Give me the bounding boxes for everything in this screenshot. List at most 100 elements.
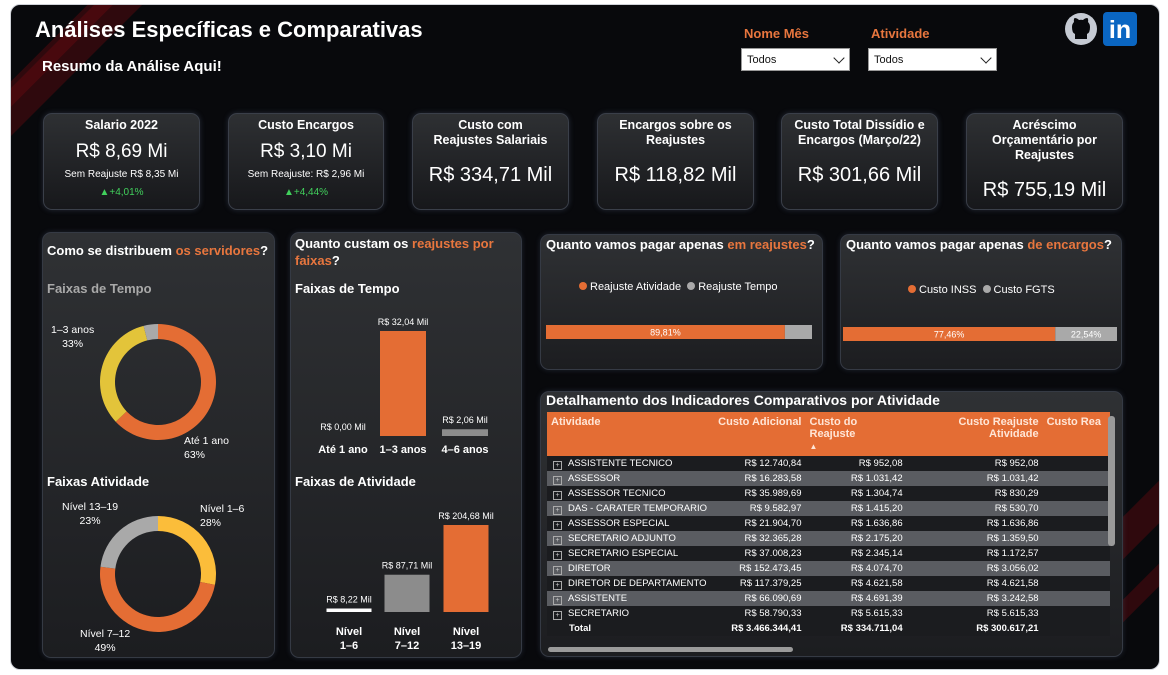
expand-icon[interactable]: + <box>553 550 562 560</box>
legend-label: Custo INSS <box>919 284 977 296</box>
expand-icon[interactable]: + <box>553 610 562 620</box>
value-label: 63% <box>184 449 206 461</box>
heading-part: ? <box>331 253 340 268</box>
page-subtitle: Resumo da Análise Aqui! <box>42 58 222 75</box>
legend-dot <box>908 285 916 293</box>
table-row[interactable]: + DAS - CARATER TEMPORARIO R$ 9.582,97 R$ 1… <box>547 501 1110 516</box>
stacked-bar-encargos: 77,46% 22,54% <box>843 327 1117 341</box>
bar-value-label: R$ 204,68 Mil <box>438 511 494 521</box>
kpi-title: Encargos sobre os Reajustes <box>619 118 732 147</box>
kpi-sub: Sem Reajuste R$ 8,35 Mi <box>64 169 179 180</box>
stacked-segment[interactable] <box>546 325 785 339</box>
legend-label: Reajuste Tempo <box>698 281 778 293</box>
donut-slice[interactable] <box>158 516 216 585</box>
table-row[interactable]: + ASSISTENTE R$ 66.090,69 R$ 4.691,39 R$ 3.2… <box>547 591 1110 606</box>
panel-distribuicao <box>42 232 275 658</box>
kpi-card-encargos-reajustes: Encargos sobre os Reajustes R$ 118,82 Mi… <box>597 113 754 210</box>
column-header[interactable]: Atividade <box>547 412 711 456</box>
table-row[interactable]: + SECRETARIO ESPECIAL R$ 37.008,23 R$ 2.345… <box>547 546 1110 561</box>
linkedin-icon[interactable]: in <box>1103 12 1137 46</box>
data-table: Atividade Custo Adicional Custo do Reaju… <box>547 412 1110 647</box>
github-icon[interactable] <box>1064 12 1098 46</box>
expand-icon[interactable]: + <box>553 535 562 545</box>
table-row[interactable]: + SECRETARIO ADJUNTO R$ 32.365,28 R$ 2.175,… <box>547 531 1110 546</box>
column-header[interactable]: Custo Rea <box>1042 412 1110 456</box>
cell-value: R$ 2.345,14 <box>805 546 907 561</box>
bar-value-label: R$ 2,06 Mil <box>442 415 488 425</box>
cell-empty <box>1042 561 1110 576</box>
cell-value: R$ 4.621,58 <box>906 576 1043 591</box>
table-title: Detalhamento dos Indicadores Comparativo… <box>546 392 940 408</box>
segment-value-label: 77,46% <box>934 330 965 340</box>
donut-slice[interactable] <box>115 324 216 440</box>
bar-value-label: R$ 8,22 Mil <box>326 595 372 605</box>
vertical-scrollbar[interactable] <box>1108 416 1115 546</box>
donut-slice[interactable] <box>100 566 215 632</box>
cell-value: R$ 5.615,33 <box>805 606 907 621</box>
heading-part: Como se distribuem <box>47 243 176 258</box>
donut-slice[interactable] <box>100 325 148 422</box>
page-title: Análises Específicas e Comparativas <box>35 17 423 42</box>
cell-value: R$ 1.636,86 <box>906 516 1043 531</box>
cell-value: R$ 16.283,58 <box>711 471 806 486</box>
expand-icon[interactable]: + <box>553 580 562 590</box>
bar[interactable] <box>326 608 372 612</box>
legend-label: Custo FGTS <box>993 284 1055 296</box>
donut-label: Nível 7–12 49% <box>80 627 130 655</box>
column-header[interactable]: Custo do Reajuste ▲ <box>805 412 907 456</box>
heading-accent: de encargos <box>1027 237 1104 252</box>
column-header[interactable]: Custo Adicional <box>711 412 806 456</box>
cell-empty <box>1042 606 1110 621</box>
table-row[interactable]: + SECRETARIO R$ 58.790,33 R$ 5.615,33 R$ 5.6… <box>547 606 1110 621</box>
heading-part: ? <box>1103 237 1112 252</box>
table-row[interactable]: + ASSESSOR ESPECIAL R$ 21.904,70 R$ 1.636,8… <box>547 516 1110 531</box>
cell-value: R$ 152.473,45 <box>711 561 806 576</box>
expand-icon[interactable]: + <box>553 490 562 500</box>
expand-icon[interactable]: + <box>553 475 562 485</box>
expand-icon[interactable]: + <box>553 460 562 470</box>
table-row[interactable]: + ASSISTENTE TECNICO R$ 12.740,84 R$ 952,08… <box>547 456 1110 471</box>
bar[interactable] <box>442 429 488 436</box>
horizontal-scrollbar[interactable] <box>548 647 793 652</box>
segment-value-label: 22,54% <box>1071 330 1102 340</box>
expand-icon[interactable]: + <box>553 505 562 515</box>
heading-part: Quanto vamos pagar apenas <box>846 237 1028 252</box>
cell-value: R$ 4.621,58 <box>805 576 907 591</box>
cell-value: R$ 4.074,70 <box>805 561 907 576</box>
expand-icon[interactable]: + <box>553 520 562 530</box>
bar[interactable] <box>443 525 489 612</box>
table-row[interactable]: + DIRETOR R$ 152.473,45 R$ 4.074,70 R$ 3.056… <box>547 561 1110 576</box>
table-row[interactable]: + DIRETOR DE DEPARTAMENTO R$ 117.379,25 R$ … <box>547 576 1110 591</box>
kpi-title: Custo com Reajustes Salariais <box>433 118 548 147</box>
panel-heading: Quanto custam os reajustes por faixas? <box>295 235 505 269</box>
section-title: Faixas Atividade <box>47 474 150 489</box>
bar[interactable] <box>380 331 426 436</box>
donut-faixas-tempo <box>100 324 216 440</box>
cell-value: R$ 2.175,20 <box>805 531 907 546</box>
column-header[interactable]: Custo Reajuste Atividade <box>906 412 1043 456</box>
bar-category-label: 13–19 <box>451 640 482 652</box>
expand-icon[interactable]: + <box>553 595 562 605</box>
expand-icon[interactable]: + <box>553 565 562 575</box>
donut-label: Nível 13–19 23% <box>62 500 118 528</box>
filter-nome-mes[interactable]: Todos <box>741 48 850 71</box>
filter-value: Todos <box>874 54 904 66</box>
stacked-segment[interactable] <box>843 327 1056 341</box>
stacked-segment[interactable] <box>784 325 812 339</box>
category-label: 1–3 anos <box>51 324 95 336</box>
kpi-title: Salario 2022 <box>85 118 158 132</box>
bar-category-label: 1–6 <box>340 640 358 652</box>
cell-value: R$ 21.904,70 <box>711 516 806 531</box>
table-row[interactable]: + ASSESSOR R$ 16.283,58 R$ 1.031,42 R$ 1.031… <box>547 471 1110 486</box>
donut-label: Nível 1–6 28% <box>200 502 244 530</box>
bar-category-label: Nível <box>336 626 362 638</box>
bar[interactable] <box>384 574 430 612</box>
table-row[interactable]: + ASSESSOR TECNICO R$ 35.989,69 R$ 1.304,74… <box>547 486 1110 501</box>
donut-slice[interactable] <box>100 516 158 569</box>
bar-category-label: 7–12 <box>395 640 419 652</box>
stacked-segment[interactable] <box>1055 327 1117 341</box>
category-label: Nível 13–19 <box>62 501 119 513</box>
donut-slice[interactable] <box>143 324 158 341</box>
bar-category-label: Até 1 ano <box>318 444 368 456</box>
filter-atividade[interactable]: Todos <box>868 48 997 71</box>
